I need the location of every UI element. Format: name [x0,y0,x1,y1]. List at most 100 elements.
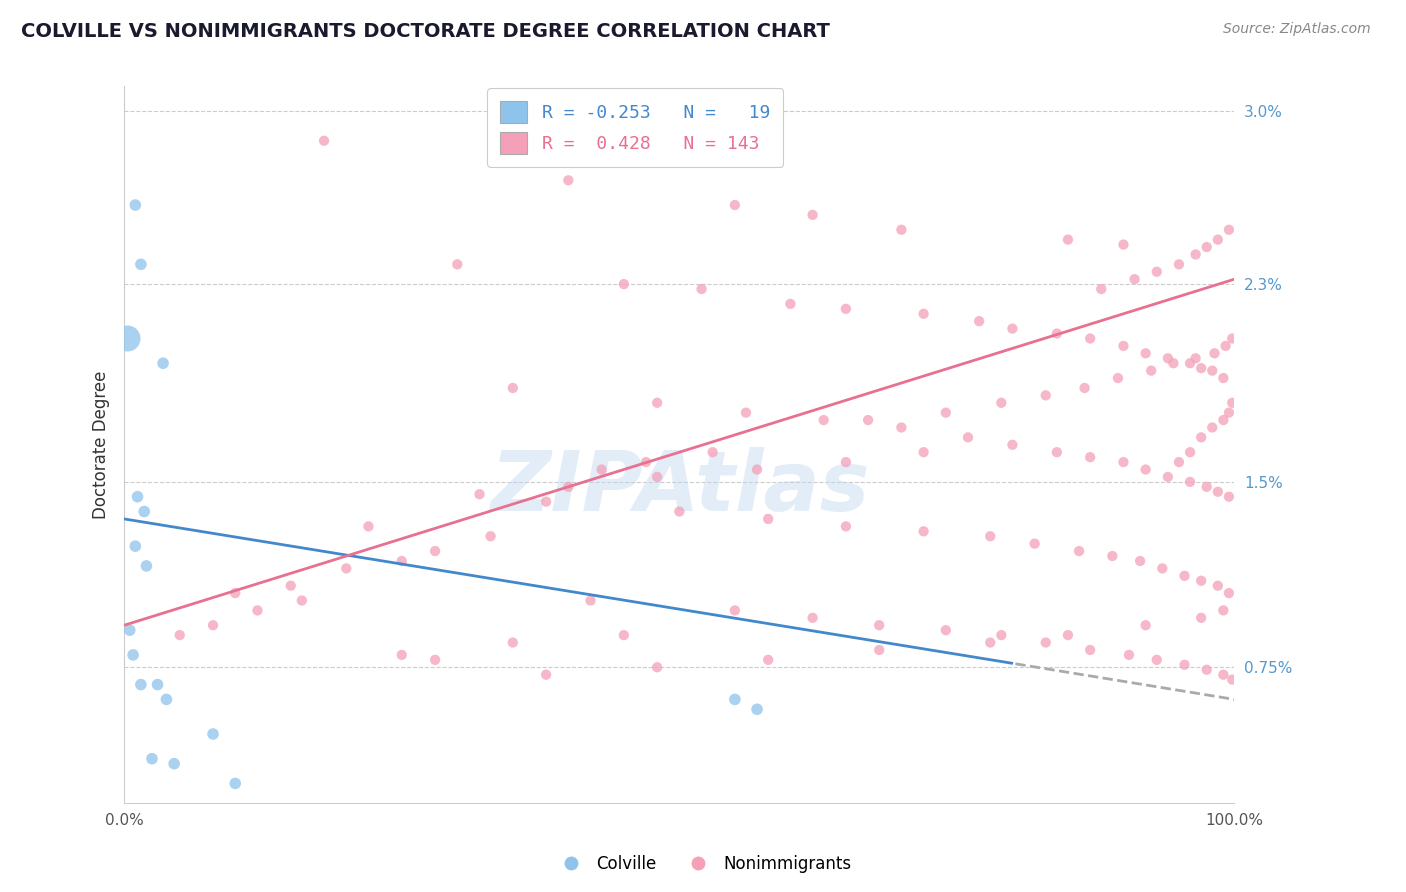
Point [1152,561,1174,575]
Point [645,660,668,674]
Point [979,635,1001,649]
Point [1168,455,1191,469]
Point [1157,470,1180,484]
Point [912,307,935,321]
Point [912,445,935,459]
Point [579,593,602,607]
Point [745,702,768,716]
Point [1140,364,1163,378]
Point [1178,356,1201,370]
Point [967,314,990,328]
Point [835,519,858,533]
Point [1123,272,1146,286]
Point [745,462,768,476]
Point [1046,326,1069,341]
Point [169,628,191,642]
Point [1189,574,1212,588]
Point [1195,480,1218,494]
Point [779,297,801,311]
Point [1057,628,1080,642]
Point [645,396,668,410]
Point [502,635,524,649]
Point [813,413,835,427]
Point [1184,351,1206,366]
Point [1201,420,1223,434]
Text: ZIPAtlas: ZIPAtlas [489,447,869,528]
Point [1146,265,1168,279]
Point [1220,331,1243,345]
Point [856,413,879,427]
Point [1112,455,1135,469]
Point [1178,475,1201,489]
Point [1163,356,1185,370]
Point [835,455,858,469]
Point [391,648,413,662]
Point [202,618,225,632]
Point [835,301,858,316]
Point [1218,490,1240,504]
Point [1218,223,1240,237]
Point [202,727,225,741]
Point [534,494,557,508]
Point [1024,536,1046,550]
Point [890,420,912,434]
Point [246,603,269,617]
Point [1107,371,1129,385]
Point [912,524,935,539]
Point [756,653,779,667]
Point [990,628,1012,642]
Point [1146,653,1168,667]
Point [702,445,724,459]
Point [1189,361,1212,376]
Point [1129,554,1152,568]
Point [391,554,413,568]
Point [1035,635,1057,649]
Point [1184,247,1206,261]
Point [502,381,524,395]
Point [127,490,149,504]
Point [135,558,157,573]
Point [690,282,713,296]
Point [1046,445,1069,459]
Point [668,504,690,518]
Point [1220,673,1243,687]
Point [1112,237,1135,252]
Point [280,579,302,593]
Point [1206,233,1229,247]
Point [446,257,468,271]
Point [141,752,163,766]
Point [956,430,979,444]
Point [312,134,335,148]
Point [146,677,169,691]
Point [1173,657,1195,672]
Point [801,208,824,222]
Point [1035,388,1057,402]
Point [979,529,1001,543]
Point [1001,438,1024,452]
Point [1101,549,1123,563]
Point [1173,569,1195,583]
Point [1073,381,1095,395]
Point [1078,643,1101,657]
Point [634,455,657,469]
Point [645,470,668,484]
Point [1135,462,1157,476]
Point [224,776,246,790]
Point [591,462,613,476]
Point [124,539,146,553]
Point [291,593,314,607]
Point [1206,484,1229,499]
Point [1218,406,1240,420]
Point [801,611,824,625]
Point [724,198,747,212]
Point [124,198,146,212]
Point [756,512,779,526]
Point [129,677,152,691]
Point [163,756,186,771]
Point [1057,233,1080,247]
Point [868,618,890,632]
Point [117,331,139,345]
Point [1220,396,1243,410]
Point [534,667,557,681]
Point [224,586,246,600]
